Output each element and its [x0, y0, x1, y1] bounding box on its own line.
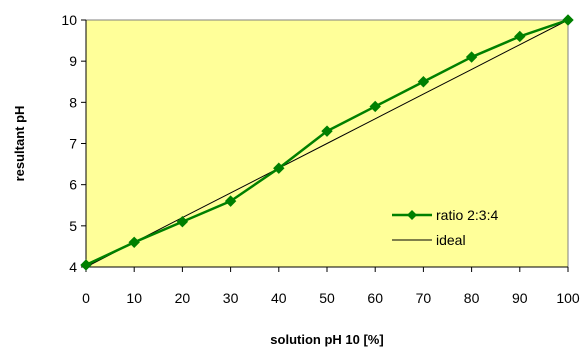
data-point-ratio	[128, 236, 140, 249]
x-tick-label: 60	[367, 290, 383, 306]
legend-marker-ratio	[407, 210, 417, 220]
legend-label-ideal: ideal	[436, 232, 466, 248]
data-point-ratio	[514, 30, 526, 43]
data-point-ratio	[369, 100, 381, 113]
y-tick-label: 8	[69, 94, 77, 110]
x-axis: 0 10 20 30 40 50 60 70 80 90 100	[82, 266, 580, 306]
series-layer	[80, 14, 574, 271]
data-point-ratio	[273, 162, 285, 174]
data-point-ratio	[224, 195, 237, 207]
x-tick-label: 20	[175, 290, 191, 306]
x-tick-label: 50	[319, 290, 335, 306]
x-tick-label: 80	[464, 290, 480, 306]
x-tick-label: 90	[512, 290, 528, 306]
x-tick-label: 0	[82, 290, 90, 306]
data-point-ratio	[562, 14, 574, 26]
y-tick-label: 4	[69, 259, 77, 275]
y-axis-title: resultant pH	[12, 106, 27, 182]
x-axis-title: solution pH 10 [%]	[270, 332, 383, 347]
y-tick-label: 7	[69, 136, 77, 152]
y-tick-label: 5	[69, 218, 77, 234]
y-tick-label: 9	[69, 53, 77, 69]
x-tick-label: 70	[416, 290, 432, 306]
legend-label-ratio: ratio 2:3:4	[436, 207, 498, 223]
data-point-ratio	[176, 216, 189, 228]
data-point-ratio	[465, 51, 478, 63]
x-tick-label: 30	[223, 290, 239, 306]
data-point-ratio	[417, 76, 430, 88]
series-line-ideal	[85, 19, 569, 268]
x-tick-label: 40	[271, 290, 287, 306]
y-tick-label: 6	[69, 177, 77, 193]
legend: ratio 2:3:4 ideal	[392, 207, 498, 248]
data-point-ratio	[321, 125, 333, 137]
x-tick-label: 10	[126, 290, 142, 306]
data-point-ratio	[80, 259, 92, 271]
y-axis: 4 5 6 7 8 9 10	[61, 12, 87, 275]
y-tick-label: 10	[61, 12, 77, 28]
x-tick-label: 100	[556, 290, 580, 306]
